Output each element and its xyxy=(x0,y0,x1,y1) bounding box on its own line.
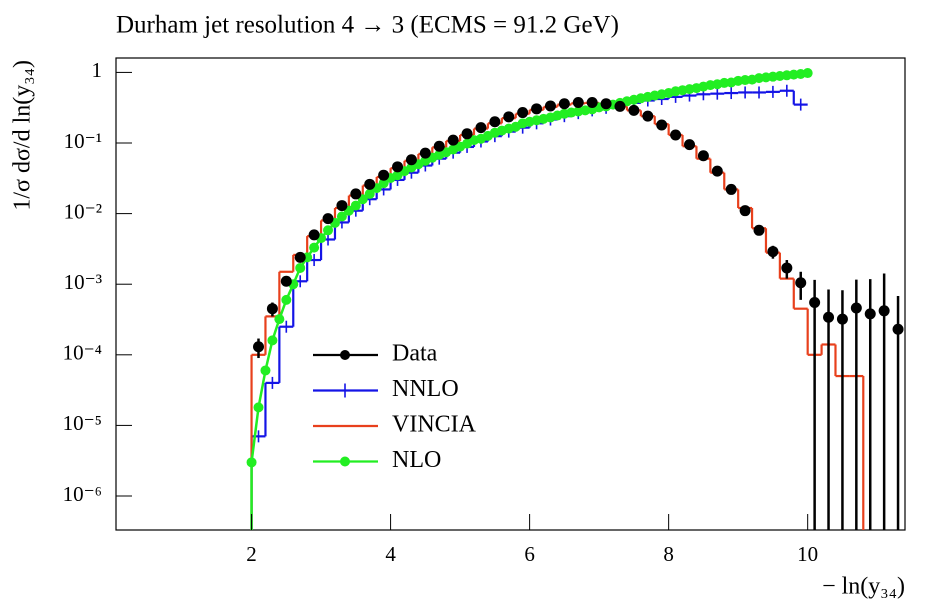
data-point xyxy=(267,335,278,346)
legend-label: Data xyxy=(392,341,438,367)
data-point xyxy=(600,98,612,110)
y-tick-label: 10⁻¹ xyxy=(64,129,102,153)
data-point xyxy=(253,402,264,413)
data-point xyxy=(517,107,529,119)
data-point xyxy=(280,275,292,287)
data-point xyxy=(586,96,598,108)
x-tick-label: 8 xyxy=(663,542,674,566)
y-axis-label: 1/σ dσ/d ln(y₃₄) xyxy=(10,60,36,211)
data-point xyxy=(323,225,334,236)
legend-marker xyxy=(340,456,350,467)
data-point xyxy=(392,161,404,173)
data-point xyxy=(850,302,862,314)
data-point xyxy=(336,200,348,212)
data-point xyxy=(558,98,570,110)
data-point xyxy=(684,139,696,151)
legend-label: NLO xyxy=(392,447,441,473)
data-point xyxy=(419,147,431,159)
data-point xyxy=(767,246,779,258)
data-point xyxy=(795,277,807,289)
data-point xyxy=(642,110,654,122)
data-point xyxy=(670,129,682,141)
data-point xyxy=(405,154,417,166)
legend-label: NNLO xyxy=(392,376,459,402)
data-point xyxy=(447,134,459,146)
data-point xyxy=(489,116,501,128)
data-point xyxy=(253,341,265,353)
data-point xyxy=(378,178,389,189)
data-point xyxy=(260,365,271,376)
legend-label: VINCIA xyxy=(392,412,477,438)
data-point xyxy=(266,303,278,315)
data-point xyxy=(781,262,793,274)
data-point xyxy=(697,150,709,162)
y-tick-label: 10⁻⁴ xyxy=(63,341,102,365)
data-point xyxy=(739,205,751,217)
data-point xyxy=(246,457,257,468)
x-tick-label: 2 xyxy=(246,542,257,566)
plot-area xyxy=(246,68,904,530)
data-point xyxy=(364,178,376,190)
data-point xyxy=(614,100,626,112)
data-point xyxy=(725,183,737,195)
data-point xyxy=(350,200,361,211)
data-point xyxy=(878,305,890,317)
data-point xyxy=(294,251,306,263)
data-point xyxy=(461,128,473,140)
plot-frame xyxy=(115,57,906,531)
data-point xyxy=(628,104,640,116)
data-point xyxy=(823,311,835,323)
data-point xyxy=(656,119,668,131)
data-point xyxy=(433,140,445,152)
series-line xyxy=(250,71,808,530)
data-point xyxy=(308,229,320,241)
data-point xyxy=(322,213,334,225)
data-point xyxy=(274,314,285,325)
y-tick-label: 1 xyxy=(92,58,103,82)
y-tick-label: 10⁻³ xyxy=(64,270,102,294)
x-tick-label: 4 xyxy=(385,542,396,566)
data-point xyxy=(809,297,821,309)
data-point xyxy=(572,96,584,108)
x-tick-label: 6 xyxy=(524,542,535,566)
data-point xyxy=(503,111,515,123)
data-point xyxy=(711,165,723,177)
data-point xyxy=(350,188,362,200)
data-point xyxy=(364,188,375,199)
x-tick-label: 10 xyxy=(797,542,818,566)
data-point xyxy=(892,323,904,335)
data-point xyxy=(281,294,292,305)
data-point xyxy=(295,262,306,273)
data-point xyxy=(336,211,347,222)
data-point xyxy=(475,122,487,134)
data-point xyxy=(802,68,813,79)
data-point xyxy=(544,100,556,112)
data-point xyxy=(378,169,390,181)
data-point xyxy=(836,313,848,325)
y-tick-label: 10⁻² xyxy=(64,199,102,223)
chart-title: Durham jet resolution 4 → 3 (ECMS = 91.2… xyxy=(116,12,619,39)
data-point xyxy=(531,103,543,115)
data-point xyxy=(864,308,876,320)
data-point xyxy=(753,224,765,236)
data-point xyxy=(309,242,320,253)
y-tick-label: 10⁻⁵ xyxy=(63,411,102,435)
legend-marker xyxy=(340,350,350,360)
y-tick-label: 10⁻⁶ xyxy=(63,482,102,506)
x-axis-label: − ln(y₃₄) xyxy=(822,574,905,600)
